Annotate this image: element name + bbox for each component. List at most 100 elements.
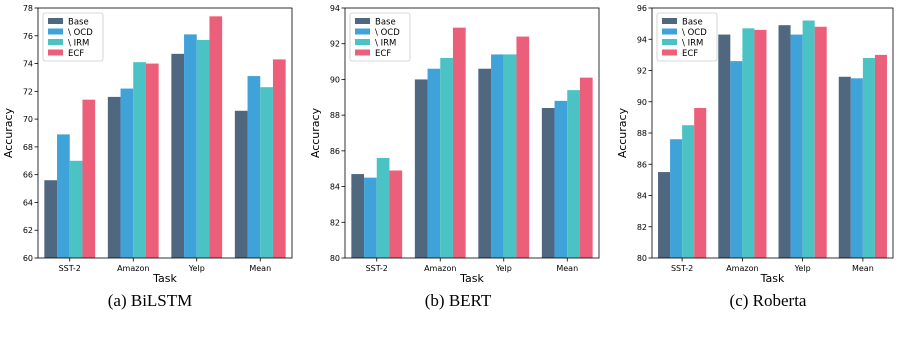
y-tick-label: 76 [23,32,33,41]
subfigure-caption: (c) Roberta [730,291,807,310]
y-tick-label: 90 [637,98,647,107]
legend-box [42,12,104,62]
legend-swatch [355,28,370,35]
bar-ecf-mean [272,59,286,258]
bar-base-mean [838,76,851,258]
chart-panel-3: 80 82 84 86 88 90 92 94 96 SST-2 Amazon Yelp Mean Tas… [616,4,894,310]
legend-entry: \ IRM [682,39,703,49]
y-tick-label: 78 [23,4,33,13]
bar-ocd-sst2 [670,139,683,258]
bar-irm-sst2 [69,160,83,258]
bar-base-yelp [171,53,185,258]
legend-entry: Base [375,18,396,28]
bar-ocd-amazon [730,61,743,258]
subfigure-caption: (b) BERT [425,291,492,310]
legend-swatch [662,39,677,45]
bar-irm-mean [567,90,580,258]
legend-entry: \ IRM [375,39,396,49]
bar-base-amazon [414,79,428,259]
legend-swatch [355,18,370,24]
bar-ecf-mean [579,77,593,258]
bar-ecf-sst2 [694,108,707,258]
bar-ecf-yelp [516,36,530,258]
y-tick-label: 88 [330,111,340,120]
y-tick-label: 74 [23,60,33,69]
x-tick-label: Mean [852,264,874,273]
legend-swatch [662,49,677,56]
bar-irm-yelp [196,39,210,258]
bar-ocd-amazon [120,88,134,258]
bar-ocd-mean [554,100,568,258]
y-tick-label: 94 [330,4,340,13]
bar-ecf-yelp [209,16,223,258]
legend-entry: ECF [682,49,698,59]
x-axis-label: Task [760,272,785,285]
bar-ocd-mean [247,76,261,258]
bar-base-sst2 [658,172,671,258]
legend-box [656,12,718,62]
bar-ocd-mean [850,78,863,258]
bar-irm-amazon [133,62,146,258]
y-tick-label: 84 [637,192,647,201]
legend-entry: \ OCD [682,28,707,38]
bar-base-yelp [778,25,791,258]
chart-panel-1: 60 62 64 66 68 70 72 74 76 78 SST-2 Amazon Yelp Mean T… [2,4,293,310]
plot-frame [344,7,600,259]
legend-swatch [355,49,370,56]
y-tick-label: 92 [330,40,340,49]
bar-irm-amazon [742,28,755,259]
y-tick-label: 90 [330,75,340,84]
legend-swatch [662,18,677,24]
y-tick-label: 86 [330,147,340,156]
y-tick-label: 60 [23,254,33,263]
bar-base-amazon [718,34,731,259]
bar-base-amazon [107,96,121,258]
y-tick-label: 62 [23,226,33,235]
x-tick-label: SST-2 [366,264,388,273]
x-tick-label: Mean [249,264,271,273]
x-tick-label: Yelp [794,264,811,273]
x-axis-label: Task [152,272,177,285]
subfigure-caption: (a) BiLSTM [108,291,193,310]
y-tick-label: 70 [23,115,33,124]
bar-ocd-amazon [427,68,441,259]
y-axis-label: Accuracy [2,107,15,158]
bar-ecf-sst2 [82,99,96,258]
y-tick-label: 88 [637,129,647,138]
bar-irm-yelp [802,20,815,258]
y-tick-label: 94 [637,35,647,44]
x-tick-label: SST-2 [671,264,693,273]
legend-entry: Base [682,18,703,28]
bar-ocd-yelp [790,34,803,259]
legend-entry: ECF [375,49,391,59]
legend-entry: \ IRM [68,39,89,49]
plot-frame [37,7,293,259]
bar-irm-amazon [440,58,453,258]
y-tick-label: 82 [330,218,340,227]
bar-ecf-yelp [814,26,827,258]
y-tick-label: 92 [637,67,647,76]
bar-base-sst2 [351,174,365,258]
bar-base-mean [234,110,248,258]
bar-ecf-mean [874,54,887,259]
y-tick-label: 72 [23,87,33,96]
legend-swatch [662,28,677,35]
legend-swatch [355,39,370,45]
x-tick-label: Yelp [495,264,512,273]
legend-swatch [48,18,63,24]
y-tick-label: 64 [23,198,33,207]
bar-base-yelp [478,68,492,259]
legend-entry: \ OCD [375,28,400,38]
bar-base-mean [541,108,555,258]
bar-ocd-yelp [184,34,197,258]
legend-box [349,12,411,62]
bar-ecf-sst2 [389,170,403,258]
legend-entry: \ OCD [68,28,93,38]
legend-swatch [48,28,63,35]
x-axis-label: Task [459,272,484,285]
y-tick-label: 80 [330,254,340,263]
